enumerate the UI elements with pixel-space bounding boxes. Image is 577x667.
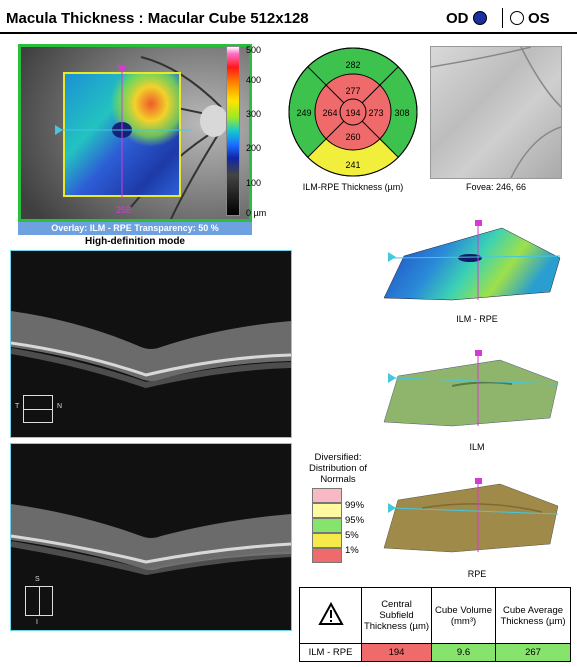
- report-header: [0, 0, 577, 34]
- legend-swatch-normal: [312, 518, 342, 533]
- header-cube-average: Cube Average Thickness (µm): [495, 587, 571, 644]
- legend-swatch-95: [312, 503, 342, 518]
- etdrs-outer-nasal: 249: [296, 108, 311, 118]
- legend-title: Diversified: Distribution of Normals: [308, 452, 368, 485]
- surface-ilm-3d: [383, 350, 559, 427]
- os-indicator[interactable]: OS: [510, 10, 550, 27]
- orientation-box-horizontal: [23, 395, 53, 423]
- slo-vessels-graphic: [430, 46, 562, 179]
- row-label: ILM - RPE: [299, 643, 362, 662]
- header-central-subfield: Central Subfield Thickness (µm): [361, 587, 432, 644]
- results-data-row: ILM - RPE 194 9.6 267: [299, 643, 571, 662]
- legend-label-99: 99%: [345, 500, 365, 511]
- os-radio-empty-icon: [510, 11, 524, 25]
- mode-caption: High-definition mode: [85, 236, 185, 247]
- surface-ilm-rpe-label: ILM - RPE: [456, 314, 498, 324]
- od-indicator[interactable]: OD: [446, 10, 487, 27]
- surface-rpe-label: RPE: [467, 569, 487, 579]
- overlay-caption: Overlay: ILM - RPE Transparency: 50 %: [18, 222, 252, 235]
- oct-scan-vertical: S I: [10, 443, 292, 631]
- legend-label-1: 1%: [345, 545, 359, 556]
- scale-tick-0: 0 µm: [246, 208, 267, 218]
- etdrs-center: [339, 98, 367, 126]
- slo-fovea-image: [430, 46, 562, 179]
- results-header-row: Central Subfield Thickness (µm) Cube Vol…: [299, 587, 571, 644]
- legend-swatch-1: [312, 548, 342, 563]
- surface-ilm-rpe-3d: [383, 220, 561, 301]
- legend-label-5: 5%: [345, 530, 359, 541]
- report-title: Macula Thickness : Macular Cube 512x128: [6, 10, 309, 27]
- etdrs-inner-superior: 277: [345, 86, 360, 96]
- od-label: OD: [446, 10, 469, 27]
- value-central-subfield: 194: [361, 643, 432, 662]
- thickness-color-scale: [226, 46, 240, 216]
- value-cube-average: 267: [495, 643, 571, 662]
- etdrs-outer-inferior: 241: [345, 160, 360, 170]
- etdrs-inner-inferior: 260: [345, 132, 360, 142]
- warning-cell: [299, 587, 362, 644]
- scale-tick-300: 300: [246, 109, 262, 119]
- etdrs-outer-temporal: 308: [394, 108, 409, 118]
- orientation-box-vertical: [25, 586, 53, 616]
- direction-bottom-label: I: [36, 619, 38, 626]
- legend-label-95: 95%: [345, 515, 365, 526]
- od-radio-selected-icon: [472, 11, 487, 25]
- scale-tick-100: 100: [246, 178, 262, 188]
- scale-tick-200: 200: [246, 143, 262, 153]
- value-cube-volume: 9.6: [431, 643, 496, 662]
- direction-left-label: T: [15, 403, 20, 410]
- header-cube-volume: Cube Volume (mm³): [431, 587, 496, 644]
- oct-horizontal-graphic: [11, 311, 291, 389]
- etdrs-thickness-grid: 282 249 308 241 277 264 273 260 194: [288, 47, 418, 177]
- fundus-marker-value: 256: [116, 205, 131, 215]
- warning-icon: [317, 601, 344, 625]
- direction-top-label: S: [35, 576, 40, 583]
- fundus-map-graphic: 256: [21, 47, 249, 219]
- os-label: OS: [528, 10, 550, 27]
- etdrs-inner-temporal: 273: [368, 108, 383, 118]
- scale-tick-500: 500: [246, 45, 262, 55]
- legend-swatch-99: [312, 488, 342, 503]
- etdrs-caption: ILM-RPE Thickness (µm): [302, 182, 404, 192]
- surface-ilm-label: ILM: [469, 442, 485, 452]
- etdrs-inner-nasal: 264: [322, 108, 337, 118]
- results-table: Central Subfield Thickness (µm) Cube Vol…: [299, 587, 571, 662]
- oct-vertical-graphic: [11, 504, 291, 576]
- slo-caption: Fovea: 246, 66: [465, 182, 527, 192]
- etdrs-outer-superior: 282: [345, 60, 360, 70]
- fundus-thickness-map: 256: [18, 44, 252, 222]
- direction-right-label: N: [57, 403, 63, 410]
- scale-tick-400: 400: [246, 75, 262, 85]
- eye-separator: [502, 8, 503, 28]
- etdrs-center-value: 194: [345, 108, 360, 118]
- oct-scan-horizontal: T N: [10, 250, 292, 438]
- surface-rpe-3d: [383, 478, 559, 553]
- legend-swatch-5: [312, 533, 342, 548]
